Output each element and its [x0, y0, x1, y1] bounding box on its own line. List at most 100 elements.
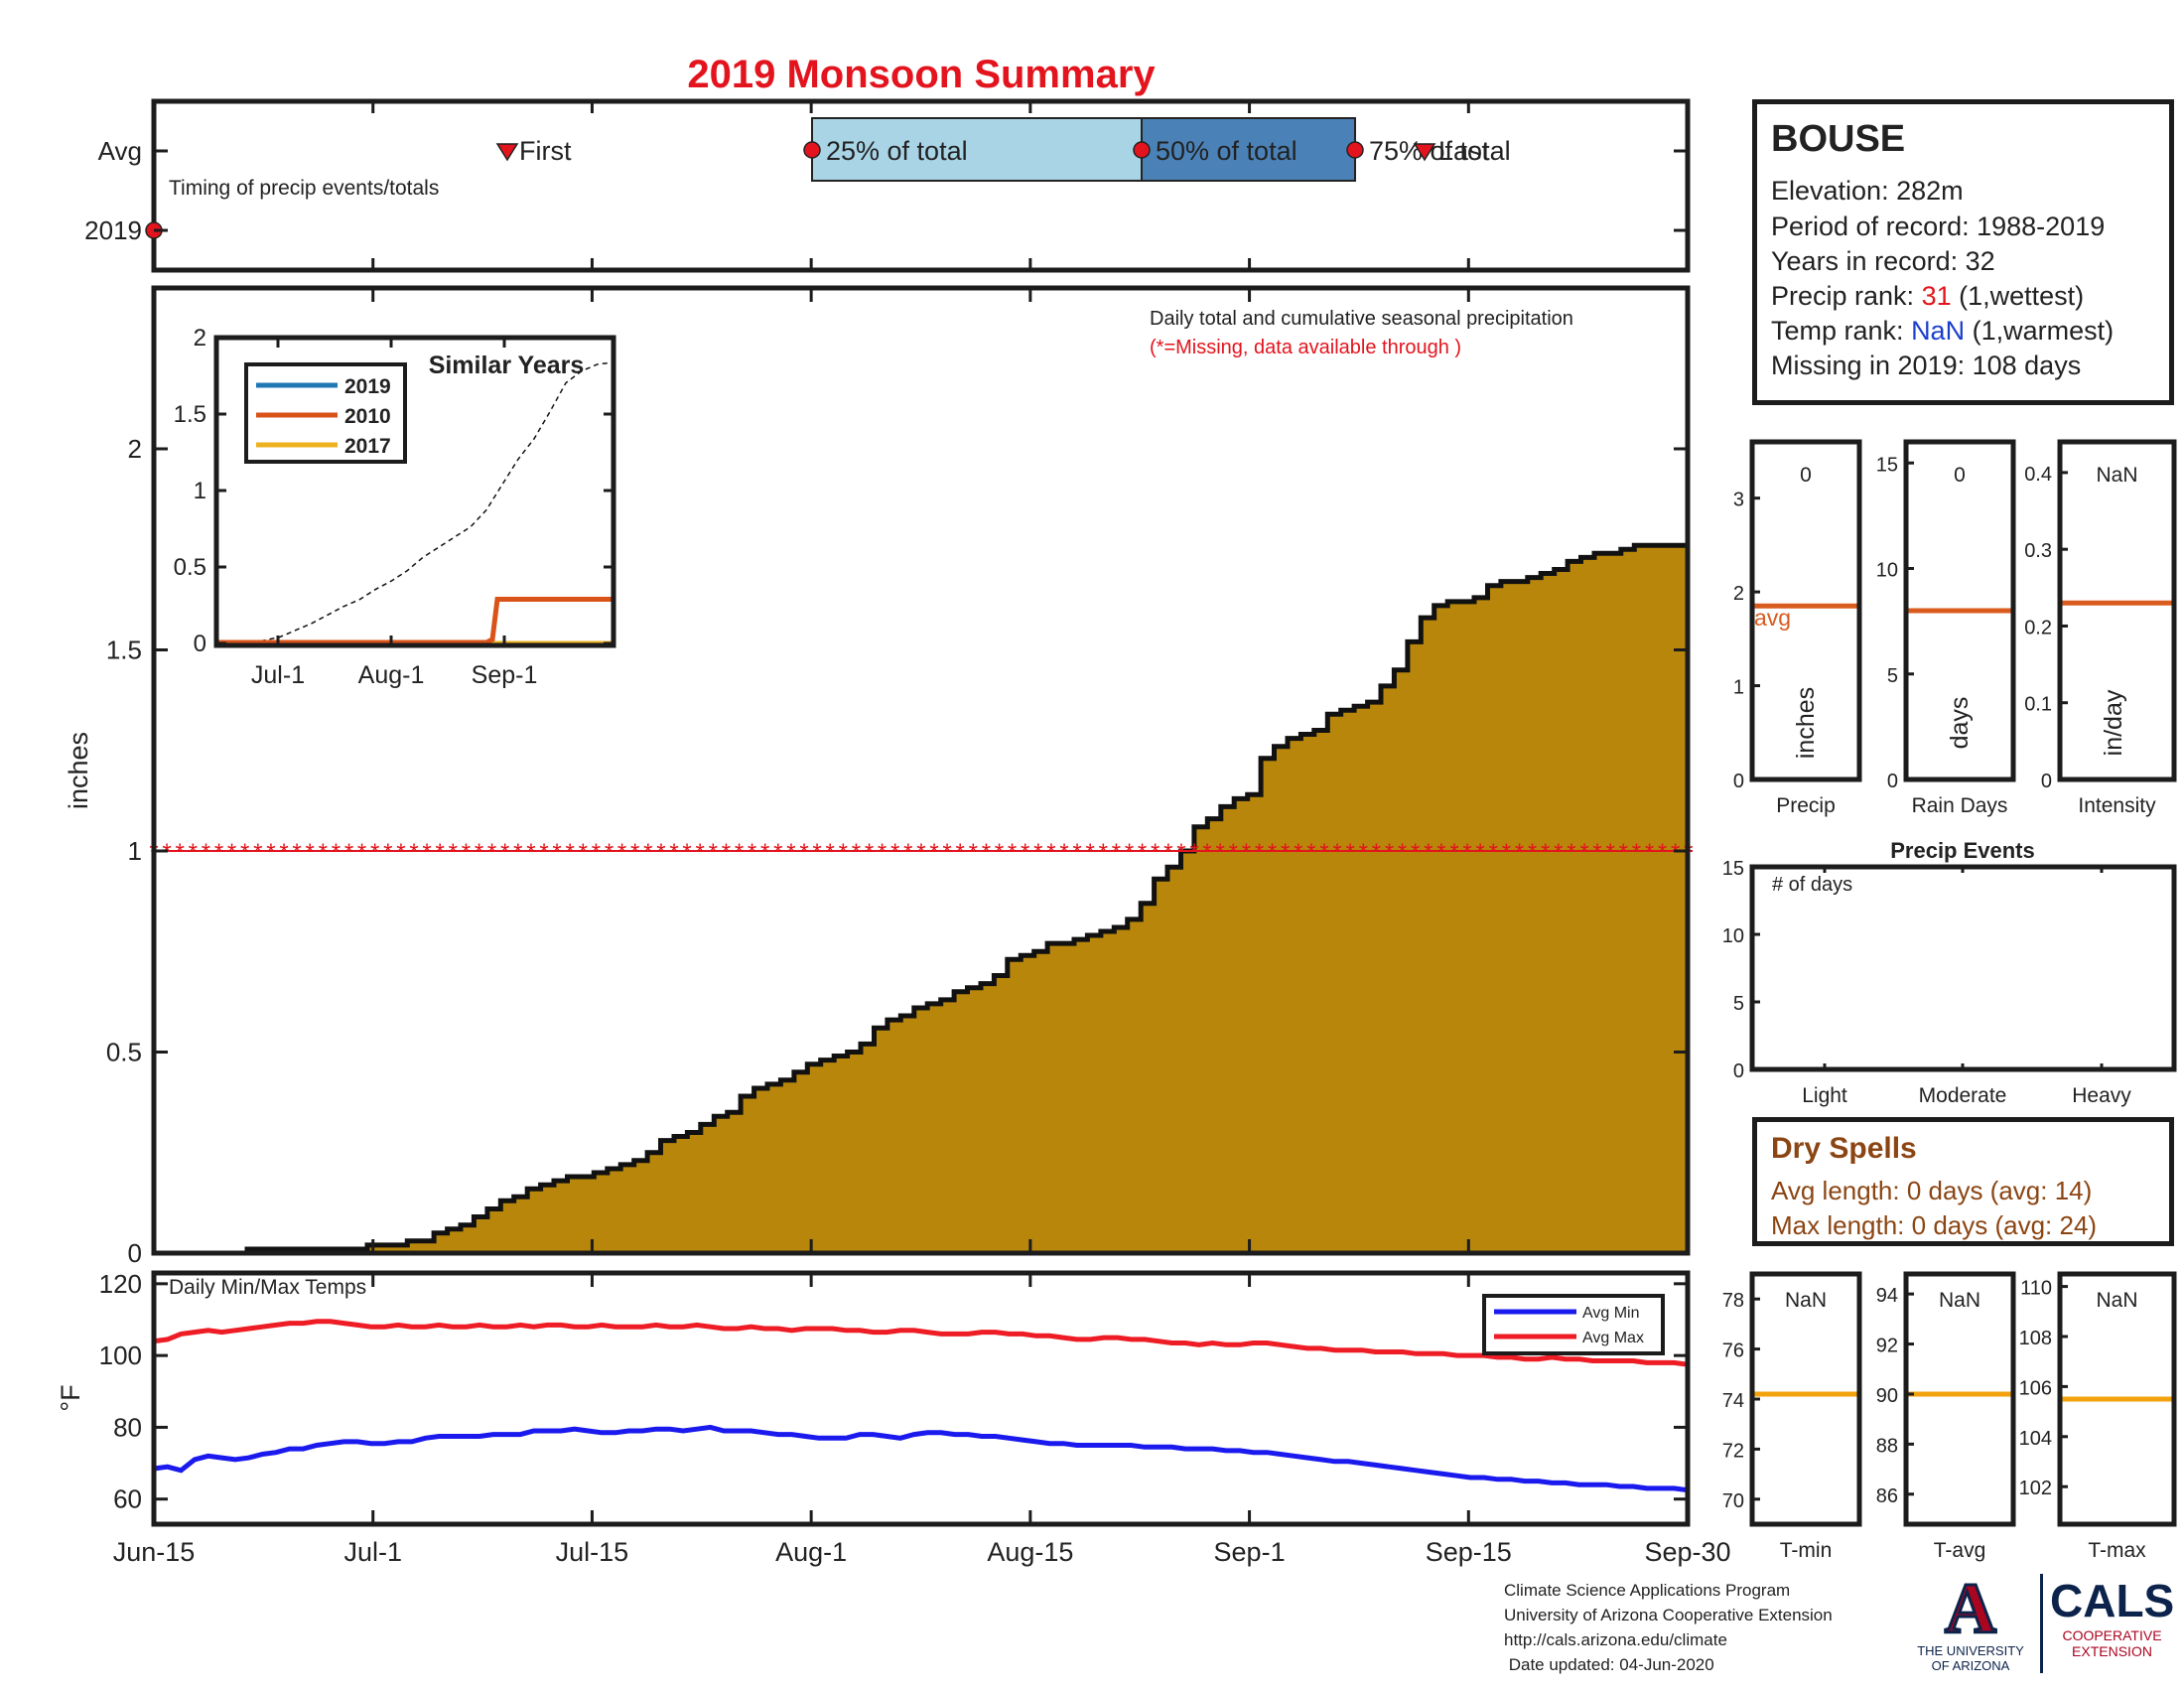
missing-marker: * [1294, 839, 1302, 866]
missing-marker: * [903, 839, 912, 866]
timing-75-label: 75% of total [1369, 136, 1511, 166]
missing-marker: * [306, 839, 315, 866]
missing-marker: * [1606, 839, 1615, 866]
timing-note: Timing of precip events/totals [169, 177, 439, 200]
missing-marker: * [513, 839, 522, 866]
missing-marker: * [1125, 839, 1134, 866]
precip-events-title: Precip Events [1890, 838, 2035, 863]
dry-spells-avg: Avg length: 0 days (avg: 14) [1771, 1176, 2093, 1205]
station-years: Years in record: 32 [1771, 246, 1995, 276]
similar-years-climatology [215, 361, 614, 646]
mini-rain_days-ytick-label: 10 [1876, 560, 1898, 582]
temps-ytick-label: 100 [99, 1340, 142, 1370]
timing-box-50-75 [1141, 117, 1356, 182]
missing-marker: * [1189, 839, 1198, 866]
precip-ytick-label: 2 [128, 434, 142, 464]
x-axis-tick-label: Sep-15 [1426, 1537, 1512, 1567]
station-period: Period of record: 1988-2019 [1771, 212, 2106, 241]
mini-rain_days-ytick-label: 5 [1887, 665, 1898, 687]
missing-marker: * [227, 839, 236, 866]
timing-50-label: 50% of total [1156, 136, 1297, 166]
missing-marker: * [1489, 839, 1498, 866]
dry-spells-box: Dry Spells Avg length: 0 days (avg: 14) … [1752, 1117, 2174, 1246]
missing-marker: * [1281, 839, 1290, 866]
missing-marker: * [422, 839, 431, 866]
precip-events-note: # of days [1772, 874, 1852, 896]
similar-years-2010-line [216, 597, 614, 645]
missing-marker: * [1372, 839, 1381, 866]
missing-marker: * [436, 839, 445, 866]
precip-rank-value: 31 [1921, 281, 1952, 311]
missing-marker: * [852, 839, 861, 866]
missing-marker: * [319, 839, 328, 866]
footer-date: Date updated: 04-Jun-2020 [1504, 1655, 1714, 1674]
precip-rank-prefix: Precip rank: [1771, 281, 1922, 311]
timing-first-marker [495, 143, 519, 162]
missing-marker: * [266, 839, 275, 866]
temp-mini-tmax-value: NaN [2096, 1289, 2137, 1312]
missing-marker: * [487, 839, 496, 866]
missing-marker: * [552, 839, 561, 866]
mini-intensity-ytick-label: 0.4 [2024, 464, 2052, 486]
mini-rain_days-frame [1903, 439, 2016, 782]
precip-ytick-label: 1 [128, 836, 142, 866]
temp-mini-tmax-ytick-label: 110 [2020, 1278, 2052, 1300]
mini-precip-ytick-label: 1 [1733, 677, 1744, 699]
timing-75-marker [1346, 141, 1364, 159]
missing-marker: * [1359, 839, 1368, 866]
temps-legend-min-label: Avg Min [1582, 1305, 1640, 1322]
missing-marker: * [449, 839, 458, 866]
footer-url[interactable]: http://cals.arizona.edu/climate [1504, 1630, 1727, 1649]
dry-spells-max: Max length: 0 days (avg: 24) [1771, 1210, 2098, 1240]
missing-marker: * [1086, 839, 1095, 866]
missing-marker: * [253, 839, 262, 866]
missing-marker: * [916, 839, 925, 866]
missing-marker: * [1072, 839, 1081, 866]
missing-marker: * [566, 839, 575, 866]
precip-events-ytick-label: 10 [1722, 925, 1744, 947]
missing-marker: * [1216, 839, 1225, 866]
temps-legend [1482, 1294, 1665, 1355]
missing-marker: * [1099, 839, 1108, 866]
x-axis-tick-label: Jul-1 [343, 1537, 402, 1567]
x-axis-tick-label: Sep-30 [1644, 1537, 1730, 1567]
missing-marker: * [526, 839, 535, 866]
logo-divider [2040, 1574, 2043, 1673]
timing-first-label: First [519, 136, 572, 166]
missing-marker: * [1229, 839, 1238, 866]
missing-marker: * [332, 839, 341, 866]
missing-marker: * [956, 839, 965, 866]
missing-marker: * [878, 839, 887, 866]
mini-intensity-value: NaN [2096, 464, 2137, 487]
footer-program: Climate Science Applications Program [1504, 1581, 1791, 1600]
station-info-box: BOUSE Elevation: 282m Period of record: … [1752, 99, 2174, 405]
mini-precip-ytick-label: 3 [1733, 490, 1744, 511]
mini-precip-avg-label: avg [1754, 605, 1791, 631]
missing-marker: * [630, 839, 639, 866]
missing-marker: * [1202, 839, 1211, 866]
missing-marker: * [1541, 839, 1550, 866]
temp-mini-tmin-ytick-label: 74 [1722, 1390, 1744, 1412]
missing-marker: * [475, 839, 483, 866]
similar-years-ytick-label: 2 [194, 325, 206, 352]
mini-precip-label: Precip [1776, 794, 1836, 817]
mini-intensity-frame [2057, 439, 2177, 782]
similar-years-title: Similar Years [429, 352, 585, 379]
mini-precip-unit: inches [1792, 687, 1820, 759]
temp-mini-tmin-ytick-label: 78 [1722, 1290, 1744, 1312]
timing-last-marker [1413, 143, 1436, 162]
missing-marker: * [995, 839, 1004, 866]
missing-marker: * [292, 839, 301, 866]
chart-title: 2019 Monsoon Summary [687, 53, 1156, 96]
missing-marker: * [1424, 839, 1433, 866]
temp-mini-tmax-ytick-label: 102 [2019, 1478, 2052, 1499]
similar-years-ytick-label: 0 [194, 631, 206, 657]
missing-marker: * [214, 839, 223, 866]
missing-marker: * [760, 839, 769, 866]
missing-marker: * [1138, 839, 1147, 866]
x-axis-tick-label: Aug-1 [775, 1537, 847, 1567]
missing-marker: * [1502, 839, 1511, 866]
mini-rain_days-label: Rain Days [1912, 794, 2008, 817]
cals-logo: CALS COOPERATIVE EXTENSION [2050, 1574, 2174, 1678]
temps-panel-frame [151, 1270, 1691, 1527]
